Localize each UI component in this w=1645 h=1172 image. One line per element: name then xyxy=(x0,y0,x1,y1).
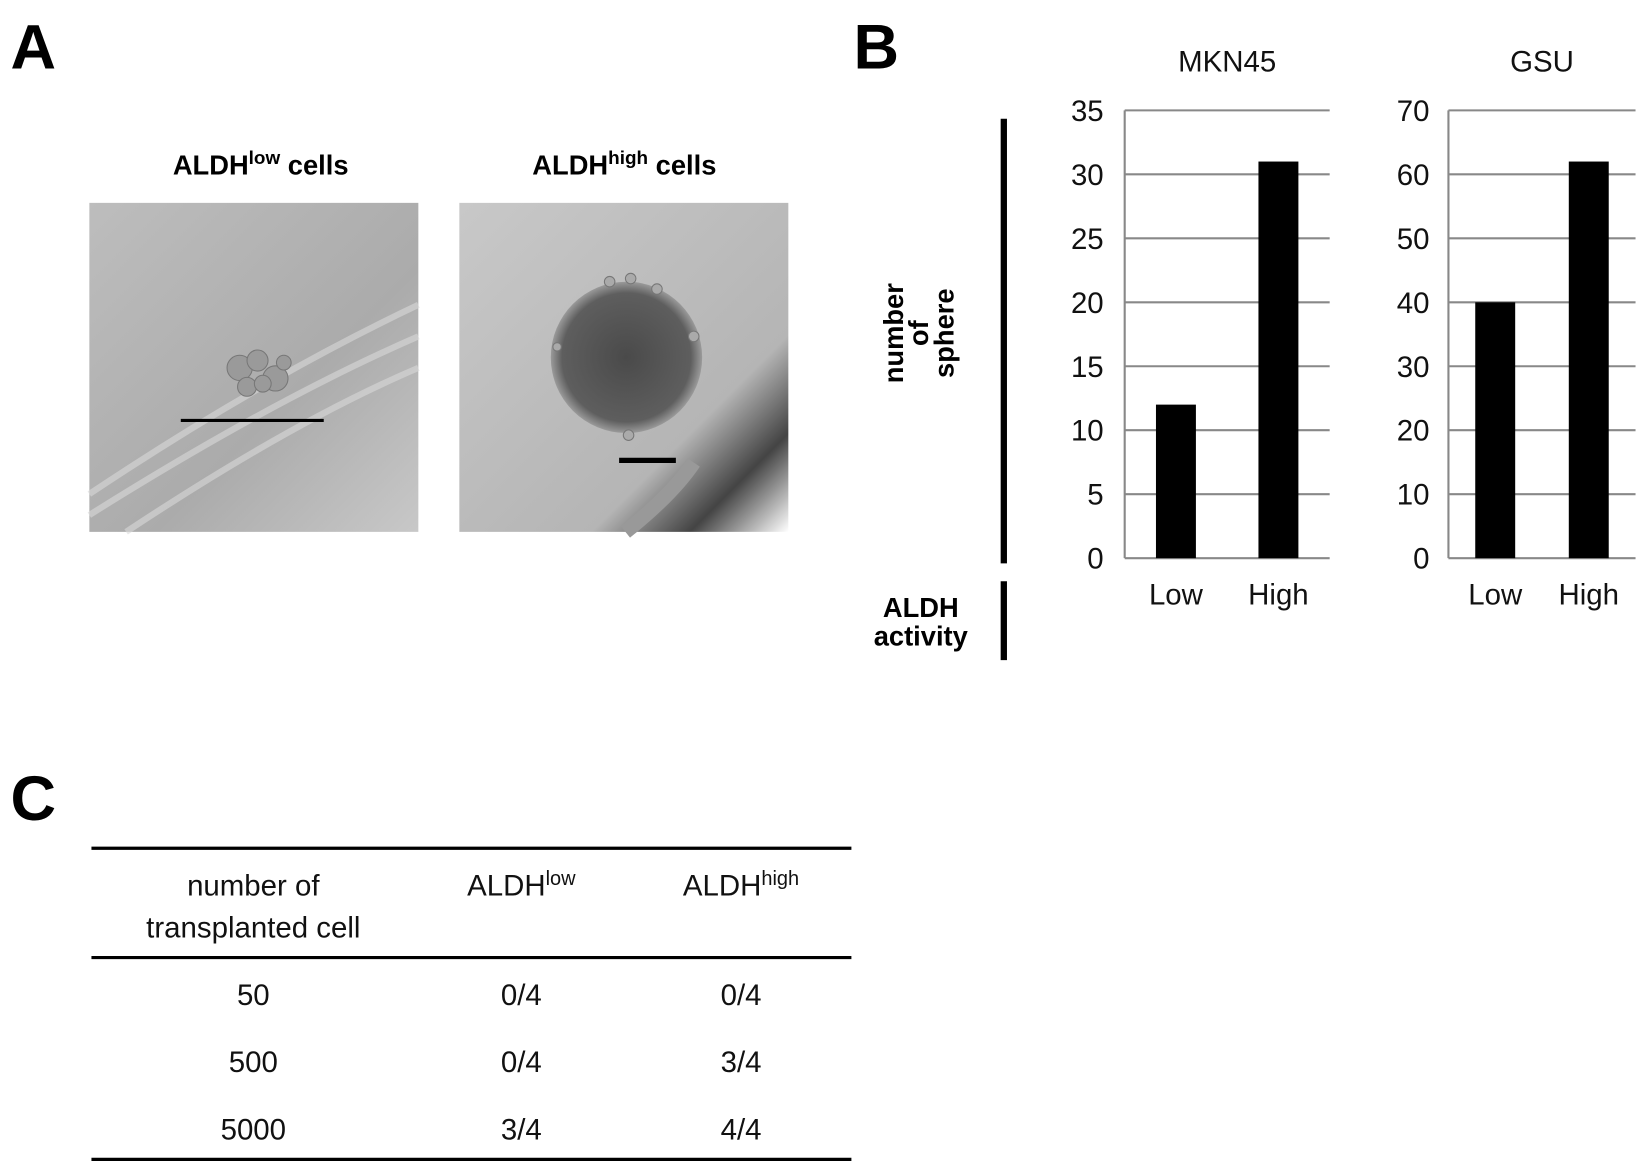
x-axis-label: activity xyxy=(874,620,969,651)
y-tick-label: 0 xyxy=(1087,543,1103,576)
y-tick-label: 50 xyxy=(1397,223,1430,256)
chart-title: GSU xyxy=(1510,45,1574,78)
table-cell: 5000 xyxy=(221,1113,286,1146)
x-tick-label: Low xyxy=(1149,578,1204,611)
table-cell: 0/4 xyxy=(501,979,542,1012)
y-tick-label: 15 xyxy=(1071,351,1104,384)
panel-label: B xyxy=(854,12,900,82)
y-axis-label: numberofsphere xyxy=(878,283,959,384)
bar xyxy=(1258,161,1299,559)
charts: MKN45 0 5 10 15 20 25 30 35 Low High GSU 0 10 20 30 40 50… xyxy=(1071,45,1636,611)
y-tick-label: 30 xyxy=(1071,159,1104,192)
table-cell: 3/4 xyxy=(501,1113,542,1146)
image-title: ALDHlow cells xyxy=(173,148,349,181)
y-tick-label: 25 xyxy=(1071,223,1104,256)
image-title: ALDHhigh cells xyxy=(532,148,716,181)
table-header: ALDHlow xyxy=(467,868,576,903)
micrograph xyxy=(87,202,420,535)
x-tick-label: High xyxy=(1248,578,1309,611)
y-tick-label: 60 xyxy=(1397,159,1430,192)
x-tick-label: High xyxy=(1559,578,1620,611)
table-cell: 50 xyxy=(237,979,270,1012)
table-cell: 0/4 xyxy=(721,979,762,1012)
y-tick-label: 40 xyxy=(1397,287,1430,320)
y-tick-label: 20 xyxy=(1071,287,1104,320)
table: number of transplanted cell ALDHlow ALDH… xyxy=(91,846,852,1161)
bar xyxy=(1568,161,1609,559)
y-tick-label: 70 xyxy=(1397,95,1430,128)
x-tick-label: Low xyxy=(1468,578,1523,611)
table-cell: 3/4 xyxy=(721,1046,762,1079)
panel-label: C xyxy=(11,764,57,834)
y-tick-label: 30 xyxy=(1397,351,1430,384)
y-tick-label: 35 xyxy=(1071,95,1104,128)
table-header: number of xyxy=(187,870,320,903)
y-tick-label: 10 xyxy=(1397,479,1430,512)
table-header: transplanted cell xyxy=(146,912,360,945)
y-tick-label: 0 xyxy=(1413,543,1429,576)
table-cell: 4/4 xyxy=(721,1113,762,1146)
bar xyxy=(1475,302,1516,559)
bar xyxy=(1155,404,1196,559)
x-axis-label: ALDH xyxy=(883,592,959,623)
table-cell: 0/4 xyxy=(501,1046,542,1079)
chart-title: MKN45 xyxy=(1178,45,1276,78)
y-tick-label: 10 xyxy=(1071,415,1104,448)
panel-label: A xyxy=(11,12,57,82)
y-tick-label: 5 xyxy=(1087,479,1103,512)
table-cell: 500 xyxy=(229,1046,278,1079)
y-tick-label: 20 xyxy=(1397,415,1430,448)
micrograph xyxy=(459,202,789,538)
table-header: ALDHhigh xyxy=(683,868,799,903)
